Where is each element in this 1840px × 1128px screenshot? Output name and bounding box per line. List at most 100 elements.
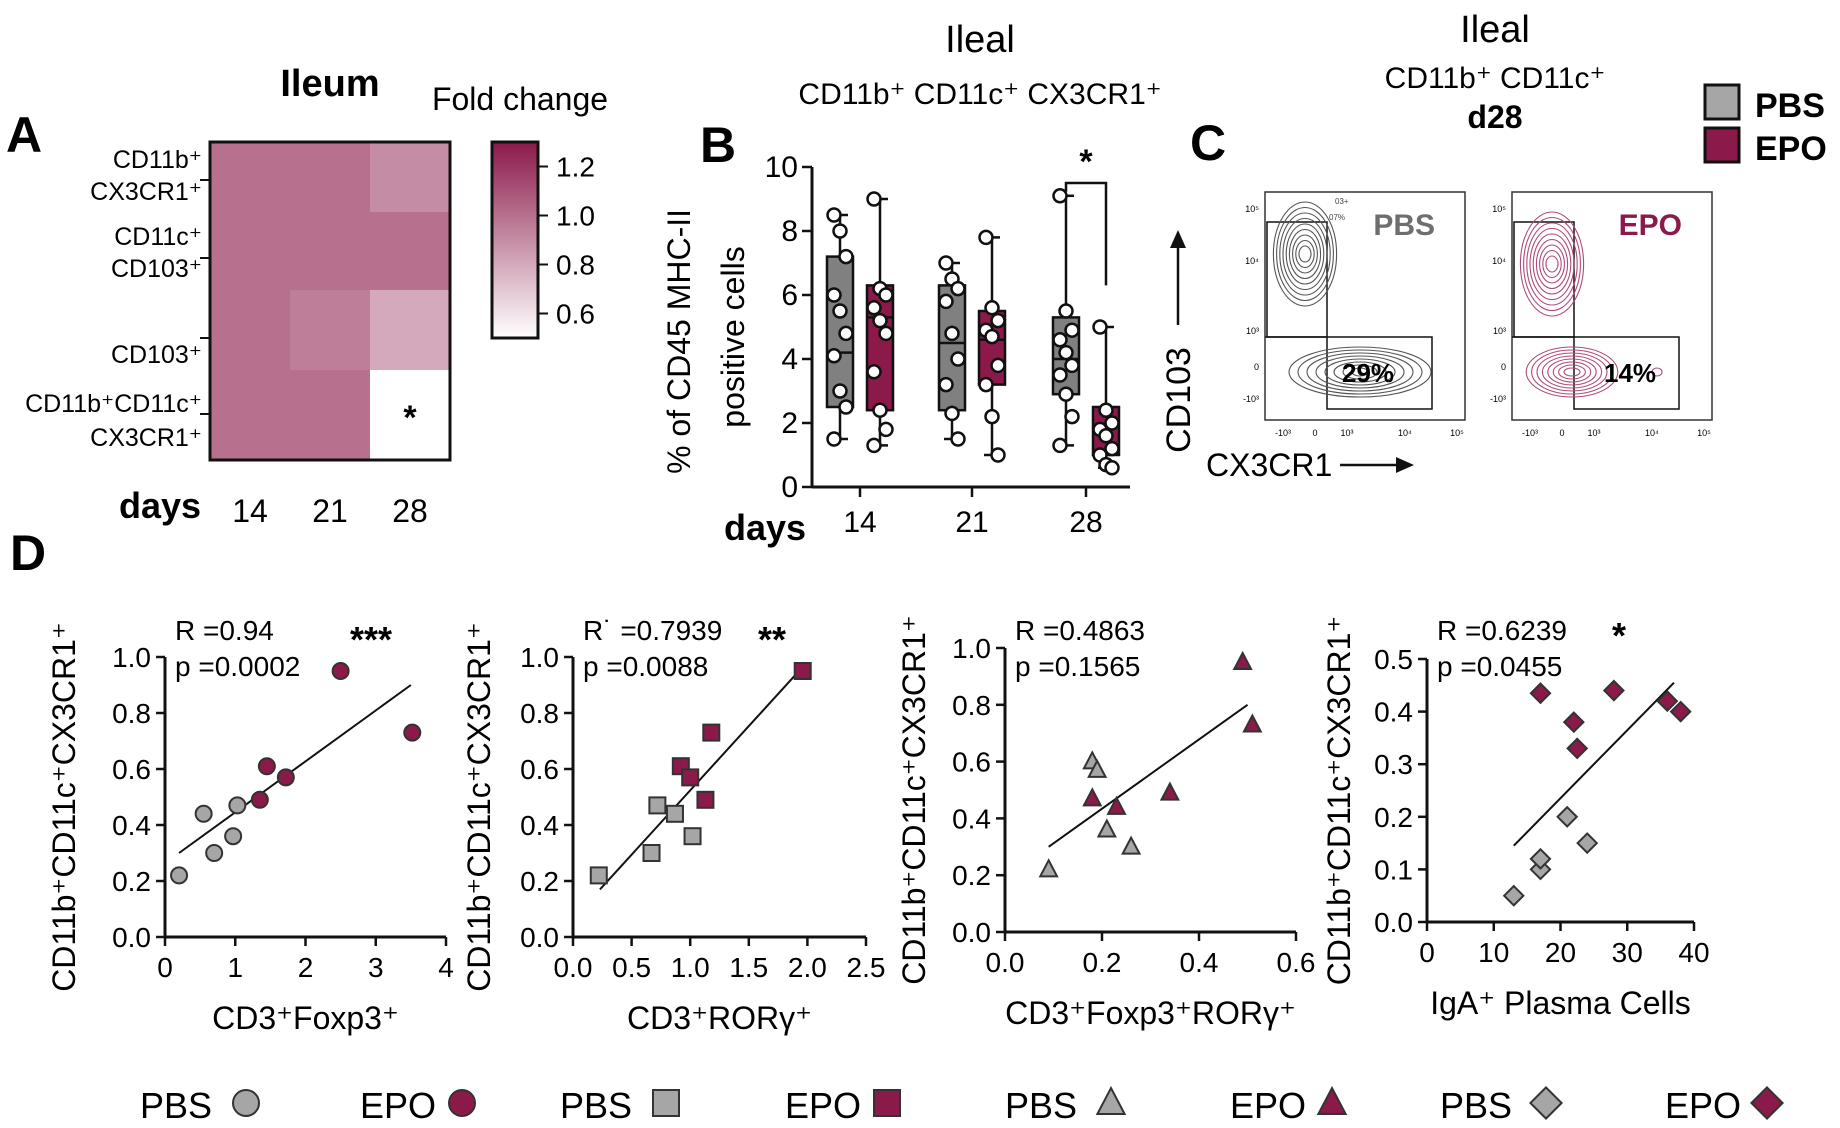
- data-point-epo: [681, 768, 700, 787]
- contour-line: [1529, 227, 1575, 301]
- x-tick-label: 2.0: [788, 952, 827, 983]
- legend-epo-label: EPO: [1755, 130, 1827, 168]
- y-tick-label: 1.0: [952, 633, 991, 664]
- y-tick-label: 0.1: [1374, 854, 1413, 885]
- x-tick-label: 0.0: [554, 952, 593, 983]
- y-tick-label: 0.2: [520, 866, 559, 897]
- y-tick-label: 0: [781, 471, 798, 504]
- data-point-epo: [793, 662, 812, 680]
- x-tick-label: 21: [955, 506, 988, 539]
- flow-y-tick-label: 0: [1254, 362, 1259, 372]
- data-point-epo: [331, 662, 350, 680]
- flow-y-tick-label: 10⁵: [1245, 204, 1259, 214]
- boxplot-subtitle: CD11b⁺ CD11c⁺ CX3CR1⁺: [798, 78, 1161, 111]
- data-point: [984, 328, 1000, 345]
- data-point-pbs: [1038, 858, 1059, 878]
- regression-line: [178, 684, 412, 854]
- heatmap-row-label: CD11c⁺ CD103⁺: [111, 223, 202, 283]
- boxplot-axes: 0 2 4 6 8 10 14 21 28: [765, 151, 1130, 539]
- significance-bracket: [1064, 181, 1108, 286]
- contour-line: [1297, 349, 1423, 395]
- significance-marker: ***: [350, 619, 392, 660]
- significance-marker: *: [403, 399, 417, 437]
- legend-circle-icon: [232, 1089, 260, 1117]
- scatter-x-title: CD3⁺Foxp3⁺: [212, 1000, 399, 1036]
- data-point: [938, 293, 954, 310]
- flow-x-tick-label: 0: [1559, 428, 1564, 438]
- x-tick-label: 2: [298, 952, 314, 983]
- legend-pbs-swatch: [1703, 83, 1741, 121]
- data-point: [978, 376, 994, 393]
- y-tick-label: 0.6: [520, 754, 559, 785]
- legend-label-epo: EPO: [360, 1085, 436, 1126]
- heatmap-cell: [210, 212, 291, 291]
- data-point: [978, 229, 994, 246]
- data-point: [1104, 460, 1120, 476]
- heatmap-row-label: CD11b⁺CD11c⁺ CX3CR1⁺: [25, 390, 202, 452]
- y-tick-label: 0.0: [520, 922, 559, 953]
- contour-line: [1342, 364, 1378, 380]
- contour-line: [1315, 355, 1405, 389]
- contour-line: [1272, 201, 1338, 307]
- legend-square-icon: [873, 1089, 901, 1117]
- regression-line: [1048, 703, 1249, 848]
- legend-triangle-icon: [1095, 1085, 1127, 1116]
- data-point: [938, 255, 954, 271]
- contour-line: [1523, 216, 1581, 312]
- heatmap-cell: [370, 290, 451, 371]
- data-point: [1092, 319, 1108, 335]
- heatmap-column-label: 14: [232, 493, 268, 529]
- scatter-panels: 0.00.20.40.60.81.00 1 2 3 4CD11b⁺CD11c⁺CX3CR…: [46, 615, 1710, 1036]
- data-point-epo: [257, 757, 276, 776]
- contour-line: [1542, 249, 1562, 279]
- heatmap-column-label: 28: [392, 493, 428, 529]
- flow-x-tick-label: -10³: [1522, 428, 1538, 438]
- flow-x-tick-label: -10³: [1275, 428, 1291, 438]
- heatmap-cell: [290, 290, 371, 371]
- x-tick-label: 4: [438, 952, 454, 983]
- contour-line: [1288, 346, 1432, 398]
- x-tick-label: 2.5: [847, 952, 886, 983]
- heatmap-x-title: days: [119, 485, 201, 526]
- panel-label-b: B: [700, 117, 736, 173]
- flow-x-tick-label: 10⁵: [1697, 428, 1711, 438]
- y-tick-label: 0.2: [952, 860, 991, 891]
- data-point: [826, 348, 842, 364]
- data-point-pbs: [589, 866, 608, 885]
- heatmap-column-labels: 14 21 28: [232, 493, 428, 529]
- data-point: [826, 287, 842, 303]
- data-point-epo: [403, 723, 422, 742]
- contour-line: [1536, 352, 1608, 392]
- y-tick-label: 0.4: [520, 810, 559, 841]
- legend-label-epo: EPO: [1230, 1085, 1306, 1126]
- flow-plot-epo: 10⁵ 10⁴ 10³ 0 -10³ -10³ 0 10³ 10⁴ 10⁵ EPO 14%: [1490, 191, 1713, 438]
- y-tick-label: 0.6: [952, 747, 991, 778]
- y-tick-label: 0.0: [1374, 907, 1413, 938]
- y-tick-label: 0.0: [952, 917, 991, 948]
- x-tick-label: 20: [1545, 937, 1576, 968]
- flow-subtitle: CD11b⁺ CD11c⁺: [1385, 62, 1606, 95]
- heatmap-cell: [290, 142, 371, 213]
- scatter-x-title: CD3⁺Foxp3⁺RORγ⁺: [1005, 995, 1296, 1031]
- contour-line: [1535, 238, 1569, 290]
- data-point-epo: [1232, 650, 1253, 670]
- data-point: [1104, 415, 1120, 431]
- data-point-epo: [1602, 679, 1625, 702]
- flow-x-tick-label: 10⁵: [1450, 428, 1464, 438]
- data-point-pbs: [224, 827, 243, 846]
- y-tick-label: 8: [781, 215, 798, 248]
- scatter-y-title: CD11b⁺CD11c⁺CX3CR1⁺: [1321, 616, 1357, 986]
- contour-line: [1541, 355, 1603, 389]
- heatmap-title: Ileum: [280, 63, 379, 105]
- contour-line: [1519, 211, 1585, 317]
- legend-label-pbs: PBS: [1440, 1085, 1512, 1126]
- data-point-epo: [696, 790, 715, 809]
- heatmap-cell: [370, 142, 451, 213]
- heatmap-cell: [370, 212, 451, 291]
- heatmap-cell: [210, 290, 291, 371]
- heatmap-row-label: CD103⁺: [111, 341, 202, 369]
- flow-sample-label: PBS: [1373, 209, 1435, 242]
- data-point: [838, 248, 854, 265]
- data-point: [944, 405, 960, 422]
- y-tick-label: 0.8: [112, 698, 151, 729]
